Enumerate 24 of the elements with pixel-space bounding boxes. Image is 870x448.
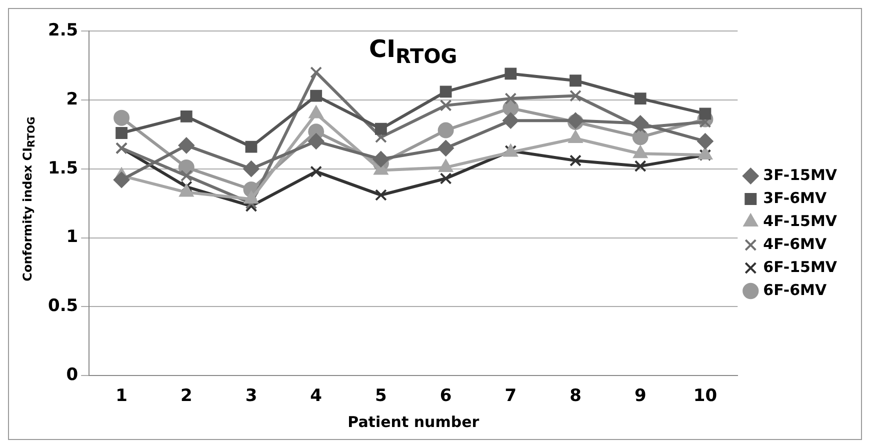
- x-tick-label: 1: [116, 386, 128, 406]
- x-tick-label: 7: [504, 386, 517, 406]
- legend-label: 3F-15MV: [763, 166, 838, 184]
- legend-label: 3F-6MV: [763, 188, 827, 207]
- x-tick-label: 2: [180, 386, 192, 406]
- y-tick-label: 2: [66, 89, 78, 110]
- x-tick-label: 10: [693, 386, 718, 406]
- legend-label: 6F-6MV: [763, 280, 827, 299]
- y-tick-label: 0.5: [48, 296, 78, 316]
- y-tick-label: 2.5: [48, 20, 78, 40]
- x-tick-label: 5: [375, 386, 387, 406]
- x-tick-label: 8: [570, 386, 582, 406]
- chart-title: CI$_{RTOG}$: [369, 35, 458, 68]
- y-tick-label: 1.5: [48, 158, 78, 178]
- x-tick-label: 4: [310, 386, 322, 406]
- legend-label: 4F-15MV: [763, 212, 838, 230]
- legend-label: 6F-15MV: [763, 258, 838, 276]
- y-tick-label: 1: [66, 227, 78, 248]
- legend-label: 4F-6MV: [763, 234, 827, 253]
- x-tick-label: 9: [634, 386, 646, 406]
- x-tick-label: 6: [440, 386, 452, 406]
- x-tick-label: 3: [245, 386, 258, 406]
- y-tick-label: 0: [66, 365, 78, 386]
- x-axis-title: Patient number: [348, 412, 480, 431]
